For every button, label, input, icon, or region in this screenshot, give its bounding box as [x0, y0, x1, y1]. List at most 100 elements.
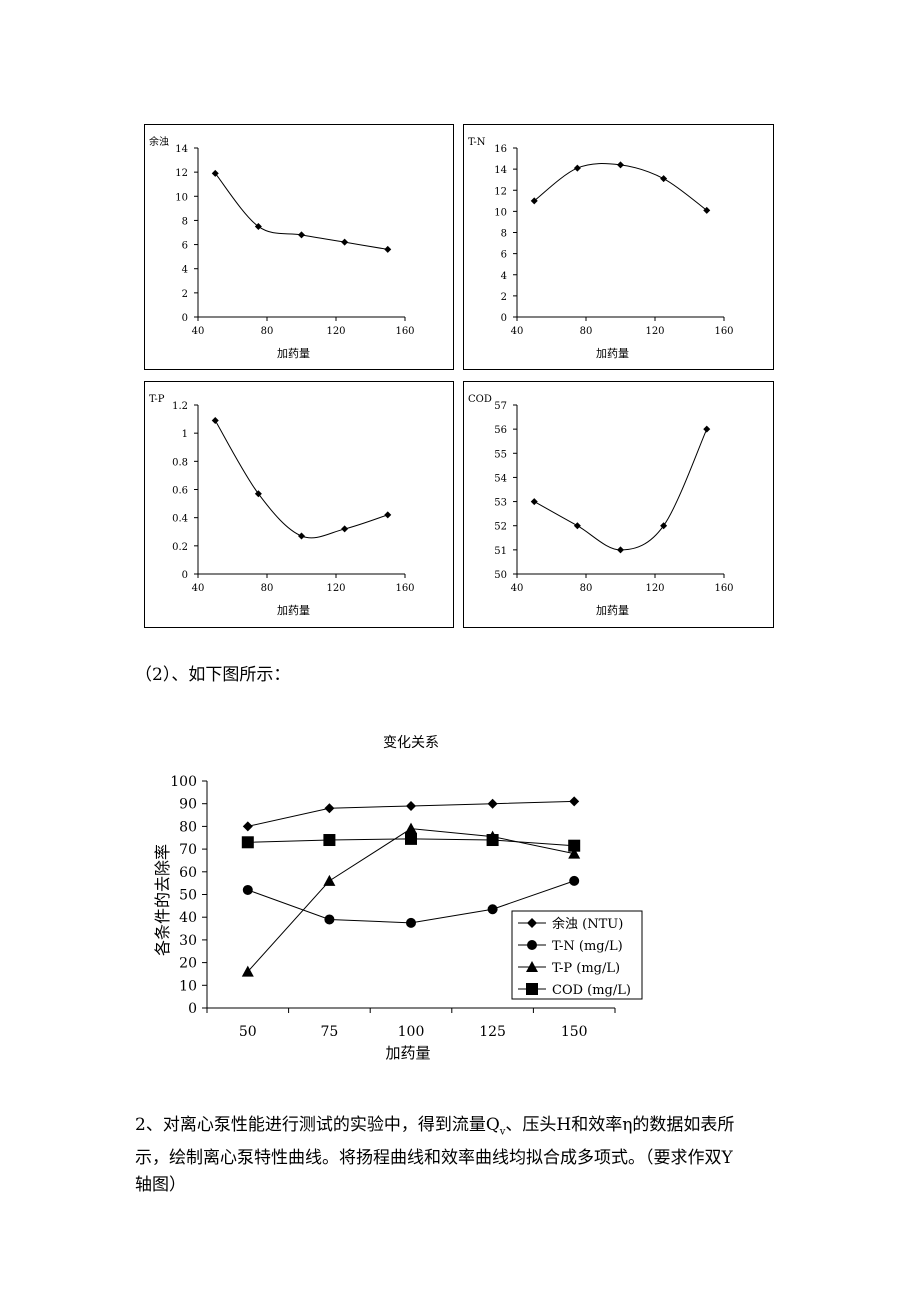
y-axis-label: T-N — [468, 137, 486, 148]
y-tick-label: 16 — [494, 144, 507, 155]
y-tick-label: 56 — [494, 425, 507, 436]
data-point — [617, 161, 624, 169]
y-axis-label: 余浊 — [149, 135, 169, 148]
data-point-triangle — [241, 965, 254, 977]
data-point — [573, 522, 581, 530]
y-tick-label: 12 — [494, 186, 507, 197]
data-point — [298, 231, 305, 239]
data-point-circle — [487, 904, 498, 915]
x-tick-label: 100 — [398, 1024, 425, 1040]
legend-marker-diamond — [527, 918, 537, 928]
caption-2: （2）、如下图所示： — [135, 665, 291, 685]
question-paragraph: 2、对离心泵性能进行测试的实验中，得到流量Qv、压头H和效率η的数据如表所 示，… — [135, 1112, 795, 1199]
data-point-circle — [242, 884, 253, 895]
x-tick-label: 75 — [320, 1024, 338, 1040]
data-point-triangle — [568, 847, 581, 859]
legend-marker-triangle — [526, 961, 538, 972]
y-tick-label: 2 — [182, 289, 188, 300]
y-tick-label: 54 — [494, 473, 507, 484]
chart-panel-cod: 50 51 52 53 54 55 56 57 40 80 120 160 COD 加药量 — [463, 381, 774, 628]
chart-panel-tp: 0 0.2 0.4 0.6 0.8 1 1.2 40 80 120 160 T-P 加药量 — [144, 381, 454, 628]
tp-chart: 0 0.2 0.4 0.6 0.8 1 1.2 40 80 120 160 T-P 加药量 — [149, 394, 415, 617]
y-tick-label: 0.2 — [172, 542, 188, 553]
y-tick-label: 4 — [182, 265, 188, 276]
x-tick-label: 40 — [511, 326, 524, 337]
x-axis-label: 加药量 — [277, 604, 310, 617]
x-tick-label: 160 — [714, 326, 733, 337]
y-axis-label: COD — [468, 394, 492, 405]
x-tick-label: 160 — [395, 326, 414, 337]
data-point-square — [405, 832, 417, 845]
data-point — [211, 169, 219, 177]
data-point-diamond — [324, 803, 335, 814]
legend-label: COD (mg/L) — [552, 983, 631, 998]
y-tick-label: 50 — [494, 570, 507, 581]
data-point — [254, 222, 262, 230]
tn-chart: 0 2 4 6 8 10 12 14 16 40 80 120 160 T-N 加药量 — [468, 137, 734, 360]
data-point — [211, 416, 219, 424]
legend-label: 余浊 (NTU) — [552, 916, 623, 932]
y-tick-label: 14 — [175, 144, 188, 155]
data-point — [298, 532, 305, 540]
y-tick-label: 0.4 — [172, 514, 188, 525]
y-tick-label: 0.6 — [172, 486, 188, 497]
y-tick-label: 2 — [501, 292, 507, 303]
x-tick-label: 80 — [261, 326, 274, 337]
x-tick-label: 80 — [261, 583, 274, 594]
data-point — [660, 522, 668, 530]
data-point — [341, 238, 349, 246]
x-tick-label: 120 — [645, 583, 664, 594]
x-tick-label: 80 — [580, 583, 593, 594]
legend-marker-square — [526, 983, 538, 995]
data-point-circle — [324, 914, 335, 925]
y-tick-label: 12 — [175, 168, 188, 179]
data-point-square — [323, 834, 336, 847]
y-tick-label: 10 — [175, 192, 188, 203]
data-point — [530, 197, 538, 205]
chart-panel-turbidity: 0 2 4 6 8 10 12 14 40 80 120 160 余浊 加药量 — [144, 124, 454, 370]
data-point-square — [568, 839, 581, 852]
y-tick-label: 8 — [501, 229, 507, 240]
series-line — [214, 420, 388, 539]
x-tick-label: 120 — [645, 326, 664, 337]
data-point — [617, 546, 624, 554]
y-tick-label: 53 — [494, 498, 507, 509]
y-tick-label: 57 — [494, 401, 507, 412]
x-tick-label: 50 — [239, 1024, 257, 1040]
data-point — [703, 425, 711, 433]
y-tick-label: 0 — [188, 1001, 197, 1017]
legend-label: T-P (mg/L) — [552, 961, 620, 976]
data-point — [384, 245, 392, 253]
y-tick-label: 50 — [179, 888, 197, 904]
x-tick-label: 120 — [326, 326, 345, 337]
data-point — [573, 164, 581, 172]
chart-panel-tn: 0 2 4 6 8 10 12 14 16 40 80 120 160 T-N 加药量 — [463, 124, 774, 370]
y-tick-label: 100 — [170, 774, 197, 790]
data-point-circle — [569, 875, 580, 886]
x-tick-label: 40 — [511, 583, 524, 594]
y-tick-label: 6 — [182, 241, 188, 252]
y-tick-label: 0 — [182, 313, 188, 324]
x-tick-label: 80 — [580, 326, 593, 337]
legend-marker-circle — [527, 940, 537, 950]
flow-subscript: v — [499, 1126, 506, 1138]
y-tick-label: 10 — [494, 207, 507, 218]
x-tick-label: 150 — [561, 1024, 588, 1040]
y-tick-label: 51 — [494, 546, 507, 557]
y-axis-label: T-P — [149, 394, 165, 405]
legend-label: T-N (mg/L) — [552, 939, 623, 954]
y-tick-label: 8 — [182, 216, 188, 227]
data-point — [384, 511, 392, 519]
removal-rate-chart: 变化关系 0 10 20 30 40 50 60 70 80 90 100 50 75 100 125 150 加… — [153, 735, 643, 1062]
chart-title: 变化关系 — [383, 735, 439, 751]
y-tick-label: 52 — [494, 522, 507, 533]
x-tick-label: 125 — [479, 1024, 506, 1040]
y-tick-label: 70 — [179, 842, 197, 858]
series-line — [534, 428, 708, 551]
y-tick-label: 0 — [182, 570, 188, 581]
y-tick-label: 60 — [179, 865, 197, 881]
question-line-3: 轴图） — [135, 1175, 186, 1196]
data-point — [254, 490, 262, 498]
y-axis-label: 各条件的去除率 — [153, 844, 172, 956]
